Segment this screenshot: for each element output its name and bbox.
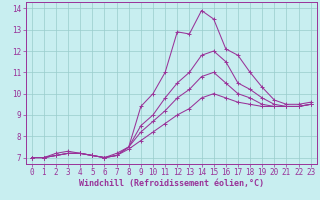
X-axis label: Windchill (Refroidissement éolien,°C): Windchill (Refroidissement éolien,°C) [79, 179, 264, 188]
